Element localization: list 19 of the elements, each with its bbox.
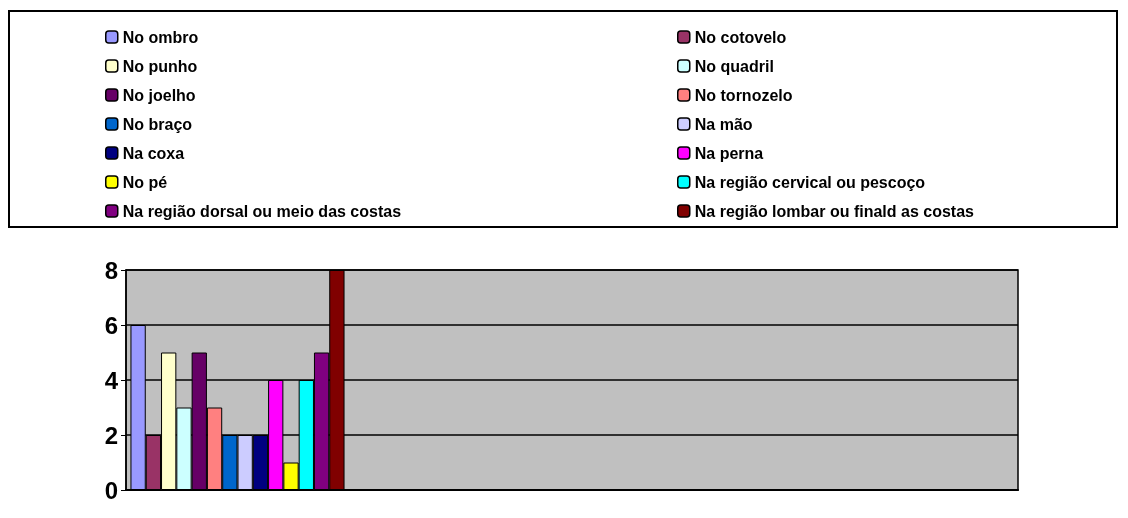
y-tick-label: 0 (104, 476, 118, 504)
legend-label: Na região dorsal ou meio das costas (122, 202, 402, 220)
legend-label: Na região lombar ou finald as costas (694, 202, 975, 220)
legend-label: Na perna (694, 144, 764, 162)
legend-label: No cotovelo (694, 28, 787, 46)
legend-label: No ombro (122, 28, 199, 46)
y-tick-label: 4 (104, 366, 119, 394)
legend-label: No tornozelo (694, 86, 793, 104)
legend-label: No braço (122, 115, 193, 133)
y-tick-label: 6 (104, 311, 118, 339)
legend-label: No quadril (694, 57, 774, 75)
legend-label: Na mão (694, 115, 753, 133)
legend-label: Na coxa (122, 144, 185, 162)
legend-label: No joelho (122, 86, 196, 104)
y-tick-label: 8 (104, 256, 118, 284)
legend-label: Na região cervical ou pescoço (694, 173, 926, 191)
legend-label: No pé (122, 173, 168, 191)
y-tick-label: 2 (104, 421, 118, 449)
legend-label: No punho (122, 57, 198, 75)
